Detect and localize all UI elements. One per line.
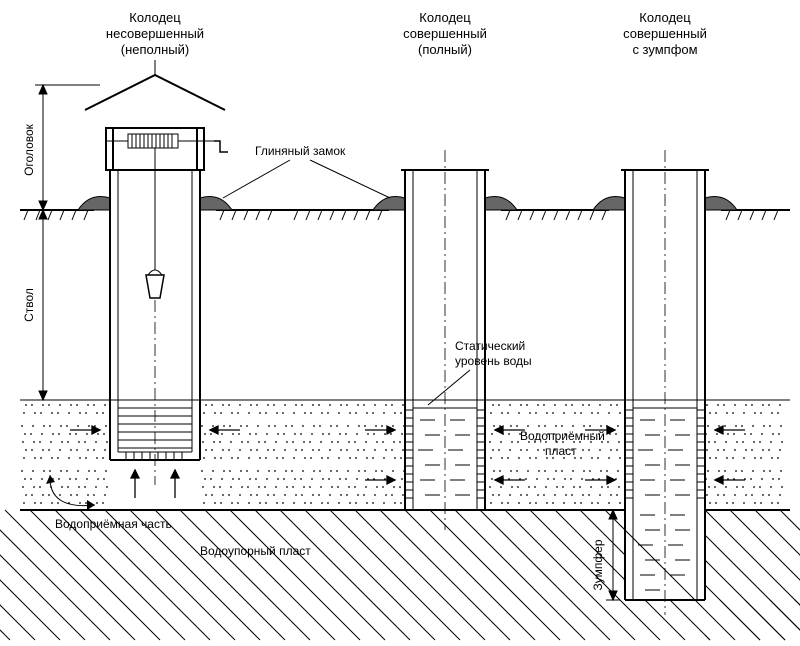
svg-text:Водоприёмный: Водоприёмный	[520, 429, 605, 443]
aquiclude-label: Водоупорный пласт	[200, 544, 311, 558]
well-types-diagram: Колодец несовершенный (неполный) Колодец…	[0, 0, 800, 646]
svg-text:несовершенный: несовершенный	[106, 26, 204, 41]
svg-text:пласт: пласт	[545, 444, 577, 458]
static-level-label: Статический уровень воды	[428, 339, 532, 405]
svg-text:Колодец: Колодец	[419, 10, 471, 25]
title-well-1: Колодец несовершенный (неполный)	[106, 10, 204, 57]
svg-text:совершенный: совершенный	[623, 26, 707, 41]
title-well-3: Колодец совершенный с зумпфом	[623, 10, 707, 57]
title-well-2: Колодец совершенный (полный)	[403, 10, 487, 57]
intake-label: Водоприёмная часть	[55, 517, 172, 531]
ogolovok-label: Оголовок	[22, 123, 36, 176]
svg-text:Глиняный замок: Глиняный замок	[255, 144, 346, 158]
zumpfer-label: Зумпфер	[591, 539, 605, 590]
svg-text:Колодец: Колодец	[129, 10, 181, 25]
svg-text:уровень воды: уровень воды	[455, 354, 532, 368]
well-1: Водоприёмная часть	[46, 60, 240, 531]
svg-text:Статический: Статический	[455, 339, 525, 353]
svg-text:с зумпфом: с зумпфом	[632, 42, 697, 57]
aquifer-label: Водоприёмный пласт	[520, 429, 605, 458]
svg-text:(неполный): (неполный)	[121, 42, 189, 57]
svg-text:совершенный: совершенный	[403, 26, 487, 41]
well-3: Зумпфер	[585, 150, 745, 615]
clay-lock-label: Глиняный замок	[223, 144, 390, 198]
svg-text:(полный): (полный)	[418, 42, 472, 57]
clay-locks	[78, 197, 737, 211]
dimension-lines	[35, 85, 105, 400]
stvol-label: Ствол	[22, 288, 36, 322]
svg-text:Колодец: Колодец	[639, 10, 691, 25]
